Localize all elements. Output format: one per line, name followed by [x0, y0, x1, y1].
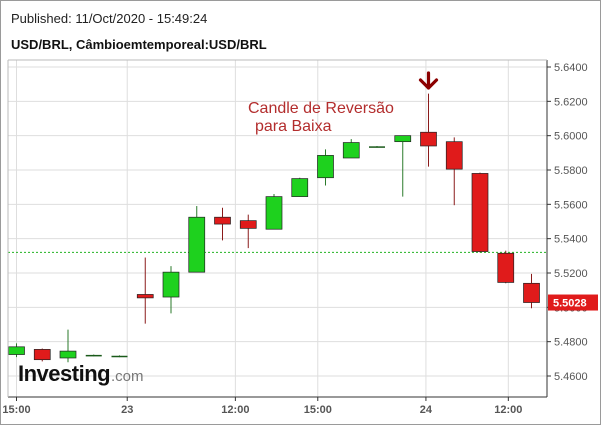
candle — [369, 145, 385, 148]
candle-body — [342, 142, 360, 159]
candle — [394, 135, 412, 197]
annotation-line2: para Baixa — [255, 118, 332, 135]
y-tick-label: 5.6400 — [554, 62, 588, 74]
y-tick-label: 5.6000 — [554, 131, 588, 143]
chart-title: USD/BRL, Câmbioemtemporeal:USD/BRL — [11, 37, 267, 52]
x-tick-label: 24 — [420, 404, 433, 416]
x-tick-label: 15:00 — [304, 404, 332, 416]
candle — [497, 250, 515, 284]
candle — [136, 257, 154, 324]
candle-body — [317, 155, 334, 179]
logo-main: Investing — [18, 361, 110, 386]
y-tick-label: 5.4600 — [554, 371, 588, 383]
y-tick-label: 5.6200 — [554, 96, 588, 108]
last-price-badge: 5.5028 — [548, 294, 598, 311]
x-tick-label: 12:00 — [494, 404, 522, 416]
candle — [239, 214, 257, 249]
candle-body — [523, 282, 540, 303]
candle — [33, 348, 51, 362]
y-tick-label: 5.5600 — [554, 199, 588, 211]
y-tick-label: 5.5800 — [554, 165, 588, 177]
candle — [523, 273, 540, 309]
candle — [317, 149, 334, 186]
y-tick-label: 5.5200 — [554, 268, 588, 280]
candle — [59, 329, 77, 363]
candle-body — [188, 216, 206, 273]
published-timestamp: Published: 11/Oct/2020 - 15:49:24 — [11, 11, 208, 26]
logo-suffix: .com — [111, 368, 144, 385]
candle — [214, 207, 231, 241]
candle — [420, 93, 437, 167]
reversal-arrow-icon — [418, 71, 439, 90]
candle — [162, 266, 180, 314]
candle — [85, 354, 102, 357]
candle-body — [59, 350, 77, 359]
candle — [8, 343, 25, 358]
candle-body — [445, 141, 463, 170]
candle — [471, 172, 489, 253]
candle-body — [33, 349, 51, 361]
candle-body — [394, 135, 412, 143]
candles — [8, 93, 540, 363]
y-axis-ticks: 5.46005.48005.50005.52005.54005.56005.58… — [547, 62, 588, 383]
candle — [445, 137, 463, 206]
x-axis-ticks: 15:00 23 12:00 15:00 24 12:00 — [2, 397, 522, 416]
candle-body — [136, 294, 154, 299]
axes — [7, 59, 548, 398]
last-price-badge-bg — [548, 294, 598, 311]
x-tick-label: 15:00 — [2, 404, 30, 416]
candle — [265, 194, 283, 230]
candle-body — [420, 131, 437, 147]
x-tick-label: 12:00 — [221, 404, 249, 416]
candle — [188, 206, 206, 273]
y-tick-label: 5.4800 — [554, 337, 588, 349]
candle — [291, 177, 309, 197]
candle-body — [162, 271, 180, 298]
candle — [111, 355, 128, 358]
candle-body — [85, 354, 102, 357]
candle-body — [369, 146, 385, 148]
last-price-label: 5.5028 — [553, 298, 587, 310]
arrow-shape — [418, 71, 439, 90]
y-tick-label: 5.5400 — [554, 234, 588, 246]
candle-body — [111, 355, 128, 358]
investing-logo: Investing .com — [18, 361, 144, 386]
candle-body — [214, 216, 231, 225]
candle-body — [8, 346, 25, 355]
candle-body — [265, 196, 283, 230]
candle-body — [291, 178, 309, 197]
candle-body — [471, 173, 489, 252]
x-tick-label: 23 — [121, 404, 133, 416]
candle-body — [239, 220, 257, 229]
candle-body — [497, 252, 515, 283]
candle — [342, 139, 360, 159]
annotation-line1: Candle de Reversão — [248, 100, 394, 117]
